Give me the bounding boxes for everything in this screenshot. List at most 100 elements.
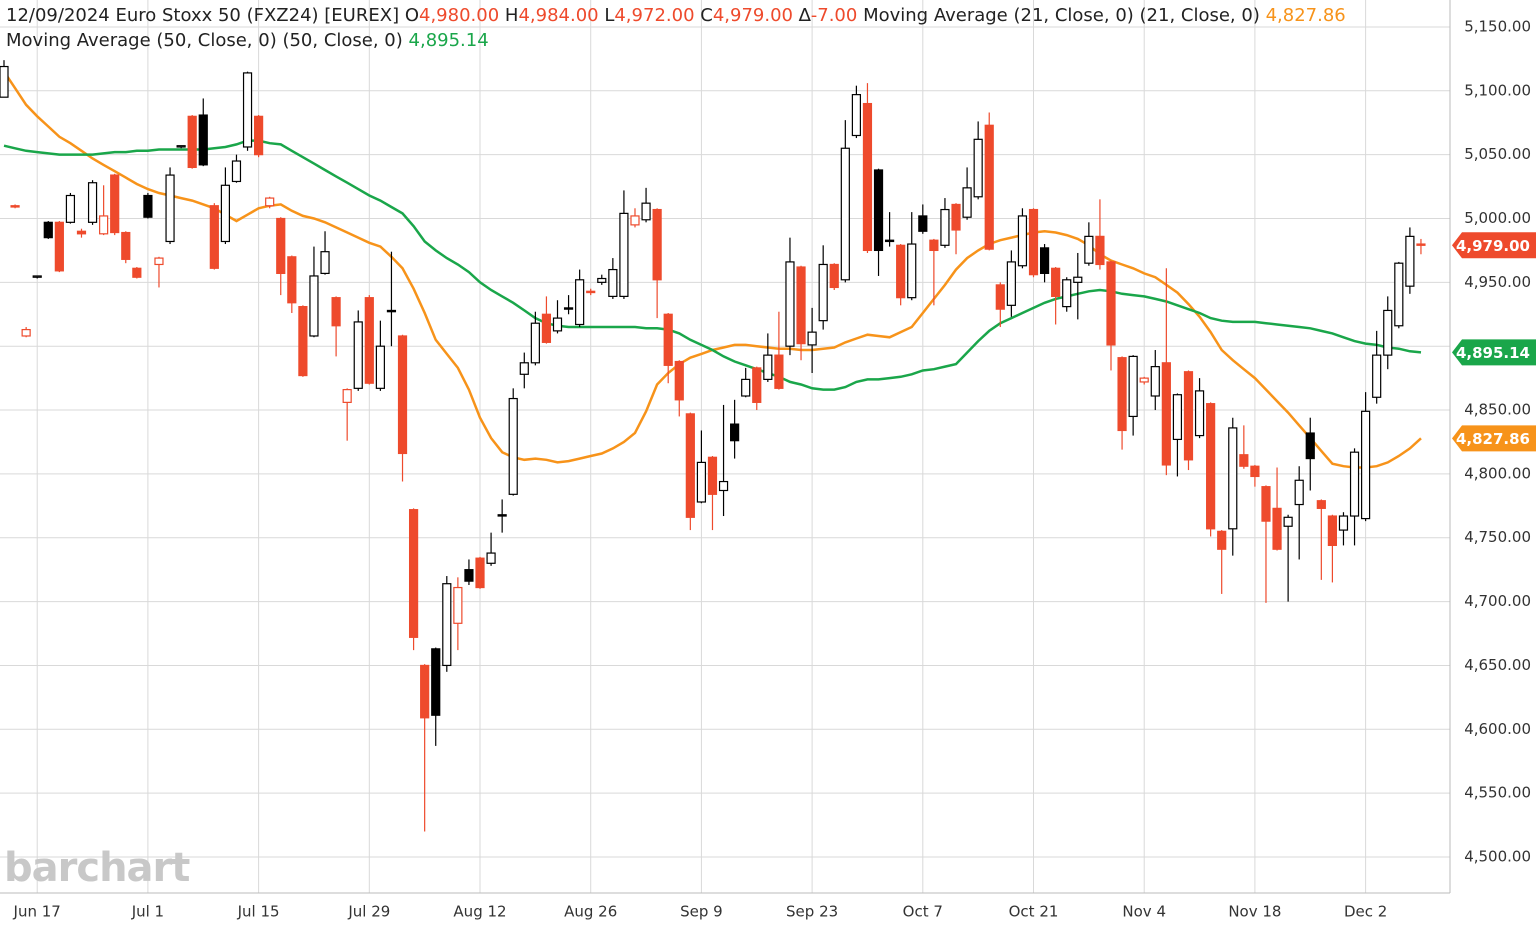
candle-body <box>21 328 31 337</box>
candle-body <box>1150 366 1160 397</box>
candle <box>209 203 219 270</box>
candle-body <box>552 317 563 332</box>
ohlc-key: H <box>504 5 519 26</box>
candle-body <box>1183 371 1194 461</box>
candle <box>287 255 297 313</box>
candle <box>176 145 186 149</box>
candle <box>707 456 718 531</box>
candle <box>475 556 485 589</box>
candle-body <box>54 221 64 272</box>
candle <box>386 251 397 347</box>
candle <box>198 98 208 167</box>
candle-body <box>43 221 53 239</box>
candle <box>54 221 64 273</box>
candle <box>242 71 253 151</box>
candle <box>1128 355 1138 436</box>
candle-body <box>87 182 98 223</box>
candle-body <box>1073 276 1083 283</box>
candle <box>1416 238 1426 255</box>
candle-body <box>1372 354 1382 398</box>
candle-body <box>287 256 297 304</box>
candle <box>331 296 341 357</box>
x-tick-label: Jul 15 <box>237 903 280 921</box>
y-tick-label: 4,500.00 <box>1464 847 1531 865</box>
candle-body <box>276 217 286 275</box>
candle <box>1294 466 1304 560</box>
candle <box>685 412 695 531</box>
candle-body <box>110 174 120 234</box>
candle <box>785 237 795 356</box>
candle-body <box>76 230 87 235</box>
candle <box>1039 244 1050 283</box>
candle <box>563 295 574 315</box>
candle <box>973 121 983 200</box>
candle-body <box>962 187 972 218</box>
x-tick-label: Nov 18 <box>1228 903 1281 921</box>
candle-body <box>530 322 540 364</box>
candle <box>265 196 275 209</box>
candle <box>65 192 76 224</box>
candle <box>1095 199 1105 270</box>
candle <box>10 204 20 209</box>
candle <box>597 274 607 285</box>
candle <box>730 399 740 459</box>
candle-body <box>165 174 175 243</box>
candle-body <box>840 147 850 281</box>
price-badge <box>1452 232 1536 259</box>
candle <box>1250 464 1260 487</box>
date: 12/09/2024 <box>6 5 110 26</box>
candle-body <box>862 102 873 252</box>
candle-body <box>940 208 950 246</box>
candle-body <box>431 648 441 716</box>
candle <box>663 312 673 384</box>
price-badge-label: 4,895.14 <box>1456 344 1530 362</box>
candle-body <box>442 583 452 667</box>
candle-body <box>1239 454 1249 467</box>
ohlc-value: 4,979.00 <box>712 5 793 26</box>
candle-body <box>807 331 817 346</box>
x-tick-label: Jul 29 <box>347 903 390 921</box>
candle <box>586 288 596 296</box>
candle <box>1361 392 1371 522</box>
candle <box>0 60 9 98</box>
candle-body <box>265 197 275 207</box>
candle-body <box>630 215 640 226</box>
candle <box>619 190 629 299</box>
candle <box>1327 514 1338 583</box>
candle-body <box>320 251 330 275</box>
candle-body <box>951 203 961 231</box>
candle-body <box>475 557 485 589</box>
candle-body <box>608 268 618 297</box>
candle <box>442 576 452 672</box>
ohlc-key: L <box>604 5 615 26</box>
candle-body <box>884 239 895 243</box>
candle-body <box>696 461 707 503</box>
candle <box>796 265 806 361</box>
candle-body <box>486 552 496 564</box>
candle <box>254 115 264 158</box>
candle-body <box>1017 215 1028 267</box>
candle-body <box>1327 515 1338 547</box>
candle <box>121 231 131 264</box>
candle-body <box>99 215 109 235</box>
candle <box>962 167 972 220</box>
candle <box>741 367 751 398</box>
y-tick-label: 5,100.00 <box>1464 81 1531 99</box>
legend-header: 12/09/2024 Euro Stoxx 50 (FXZ24) [EUREX]… <box>6 3 1426 53</box>
ohlc-key: ∆ <box>798 5 811 26</box>
candle <box>1117 356 1127 450</box>
candle-body <box>342 389 352 403</box>
candle <box>1150 350 1160 411</box>
candle-body <box>829 263 839 289</box>
y-tick-label: 5,050.00 <box>1464 145 1531 163</box>
candle-body <box>1250 465 1260 478</box>
candle <box>884 212 895 247</box>
candle-body <box>386 309 397 313</box>
candle <box>309 246 319 338</box>
candle-body <box>1161 362 1171 466</box>
candle-body <box>1316 500 1326 509</box>
candle <box>353 310 363 391</box>
candle-body <box>408 509 419 638</box>
ohlc: O4,980.00 H4,984.00 L4,972.00 C4,979.00 … <box>405 5 858 26</box>
